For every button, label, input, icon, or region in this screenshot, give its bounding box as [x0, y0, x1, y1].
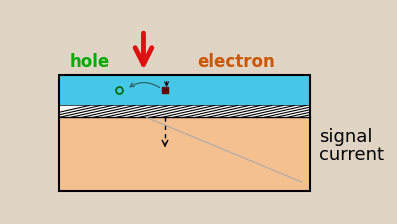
Bar [59, 75, 310, 105]
Text: hole: hole [69, 53, 110, 71]
Bar [59, 117, 310, 191]
Text: electron: electron [197, 53, 275, 71]
Text: current: current [319, 146, 384, 164]
Bar [59, 105, 310, 117]
Bar [59, 75, 310, 191]
Text: signal: signal [319, 128, 372, 146]
